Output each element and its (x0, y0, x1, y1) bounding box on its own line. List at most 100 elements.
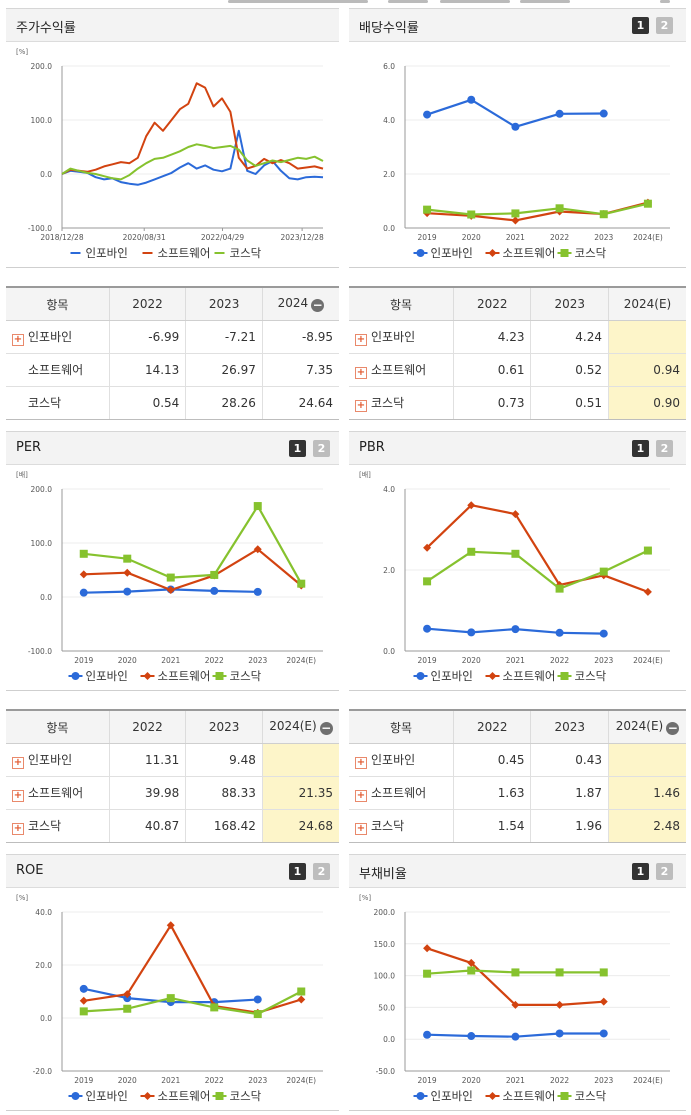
series-software-line (83, 548, 303, 592)
column-header: 2022 (452, 709, 531, 744)
panel-header: PER 1 2 (6, 431, 339, 465)
series-kosdaq-point (467, 210, 476, 219)
panel-title: ROE (16, 863, 44, 878)
series-kosdaq-point (123, 1004, 132, 1013)
panel-header: 부채비율 1 2 (349, 854, 686, 888)
unit-label: [배] (359, 470, 371, 479)
series-kosdaq-point (555, 584, 564, 593)
y-tick-label: 40.0 (35, 908, 52, 917)
y-tick-label: 100.0 (31, 539, 53, 548)
x-tick-label: 2021 (506, 1076, 525, 1085)
collapse-icon[interactable]: − (319, 721, 333, 735)
x-tick-label: 2022 (550, 1076, 569, 1085)
legend-label: 코스닥 (575, 669, 607, 683)
value-cell: 88.33 (185, 776, 263, 810)
row-label-cell: + 코스닥 (349, 809, 454, 843)
row-label-cell: + 소프트웨어 (349, 353, 454, 387)
expand-plus-icon[interactable]: + (355, 823, 367, 835)
series-software-point (555, 1000, 564, 1009)
value-cell: 1.87 (530, 776, 609, 810)
series-infobine-point (423, 110, 432, 119)
value-cell: 24.64 (261, 386, 339, 420)
series-kosdaq-point (643, 199, 652, 208)
expand-plus-icon[interactable]: + (12, 790, 24, 802)
value-cell: 4.24 (530, 320, 609, 354)
legend-marker (560, 1092, 569, 1100)
table-header-row: 항목 2022 2023 2024(E) (349, 286, 686, 321)
value-cell: 39.98 (108, 776, 186, 810)
table-row: + 코스닥 40.87 168.42 24.68 (6, 809, 339, 843)
y-tick-label: 0.0 (383, 647, 395, 656)
view-2-button[interactable]: 2 (656, 863, 673, 880)
value-cell: 0.54 (108, 386, 186, 420)
series-kosdaq-point (467, 547, 476, 556)
y-tick-label: 0.0 (383, 224, 395, 233)
column-header-label: 2024(E) (615, 719, 664, 733)
table-row: + 소프트웨어 0.61 0.52 0.94 (349, 353, 686, 387)
column-header-label: 2022 (476, 297, 508, 311)
expand-plus-icon[interactable]: + (12, 823, 24, 835)
view-1-button[interactable]: 1 (632, 17, 649, 34)
series-infobine-point (511, 625, 520, 634)
series-infobine-point (253, 995, 262, 1004)
expand-plus-icon[interactable]: + (355, 757, 367, 769)
expand-plus-icon: + (12, 400, 24, 412)
view-1-button[interactable]: 1 (289, 440, 306, 457)
table-header-row: 항목 2022 2023 2024(E) − (349, 709, 686, 744)
x-tick-label: 2023 (248, 656, 267, 665)
series-software-point (467, 501, 476, 510)
series-infobine-point (423, 624, 432, 633)
legend-label: 인포바인 (431, 669, 473, 683)
collapse-icon[interactable]: − (311, 298, 325, 312)
column-header-label: 2024(E) (269, 719, 317, 733)
view-2-button[interactable]: 2 (656, 17, 673, 34)
unit-label: [%] (16, 48, 28, 56)
row-label-cell: + 소프트웨어 (6, 353, 110, 387)
view-2-button[interactable]: 2 (313, 440, 330, 457)
value-cell: 1.63 (452, 776, 531, 810)
expand-plus-icon[interactable]: + (355, 790, 367, 802)
row-label-cell: + 코스닥 (6, 809, 110, 843)
series-infobine-point (511, 1032, 520, 1041)
series-kosdaq-point (79, 1007, 88, 1016)
column-header: 2023 (185, 709, 263, 744)
pbr-chart: [배] 4.0 2.0 0.0 2019 2020 2021 2022 2023 2024(E) 인… (359, 470, 670, 683)
series-software-point (79, 570, 88, 579)
view-2-button[interactable]: 2 (313, 863, 330, 880)
view-1-button[interactable]: 1 (289, 863, 306, 880)
row-label: 코스닥 (28, 396, 62, 410)
series-kosdaq-point (599, 567, 608, 576)
table-header-row: 항목 2022 2023 2024(E) − (6, 709, 339, 744)
series-software-point (511, 510, 520, 519)
view-1-button[interactable]: 1 (632, 863, 649, 880)
series-kosdaq-line (83, 504, 303, 585)
table-row: + 인포바인 4.23 4.24 (349, 320, 686, 354)
series-kosdaq-point (423, 205, 432, 214)
series-software-point (166, 921, 175, 930)
expand-plus-icon[interactable]: + (355, 400, 367, 412)
series-software-line (426, 947, 604, 1007)
series-software-point (123, 568, 132, 577)
x-tick-label: 2020 (462, 233, 481, 242)
column-header-label: 항목 (389, 720, 413, 735)
view-1-button[interactable]: 1 (632, 440, 649, 457)
legend-label: 코스닥 (230, 669, 262, 683)
view-2-button[interactable]: 2 (656, 440, 673, 457)
series-kosdaq-point (79, 549, 88, 558)
collapse-icon[interactable]: − (666, 721, 680, 735)
series-kosdaq-line (426, 549, 649, 590)
expand-plus-icon[interactable]: + (12, 757, 24, 769)
x-tick-label: 2024(E) (633, 233, 663, 242)
unit-label: [배] (16, 470, 28, 479)
legend-label: 소프트웨어 (503, 246, 556, 260)
expand-plus-icon[interactable]: + (355, 334, 367, 346)
expand-plus-icon[interactable]: + (355, 367, 367, 379)
column-header: 2022 (108, 286, 186, 321)
series-software-point (599, 997, 608, 1006)
series-kosdaq-point (467, 966, 476, 975)
expand-plus-icon[interactable]: + (12, 334, 24, 346)
x-tick-label: 2020 (118, 656, 137, 665)
value-cell: 0.51 (530, 386, 609, 420)
stock-return-panel: 주가수익률 [%] 200.0 100.0 0.0 -100.0 2018/12/28 20… (6, 8, 339, 268)
x-tick-label: 2019 (418, 656, 437, 665)
